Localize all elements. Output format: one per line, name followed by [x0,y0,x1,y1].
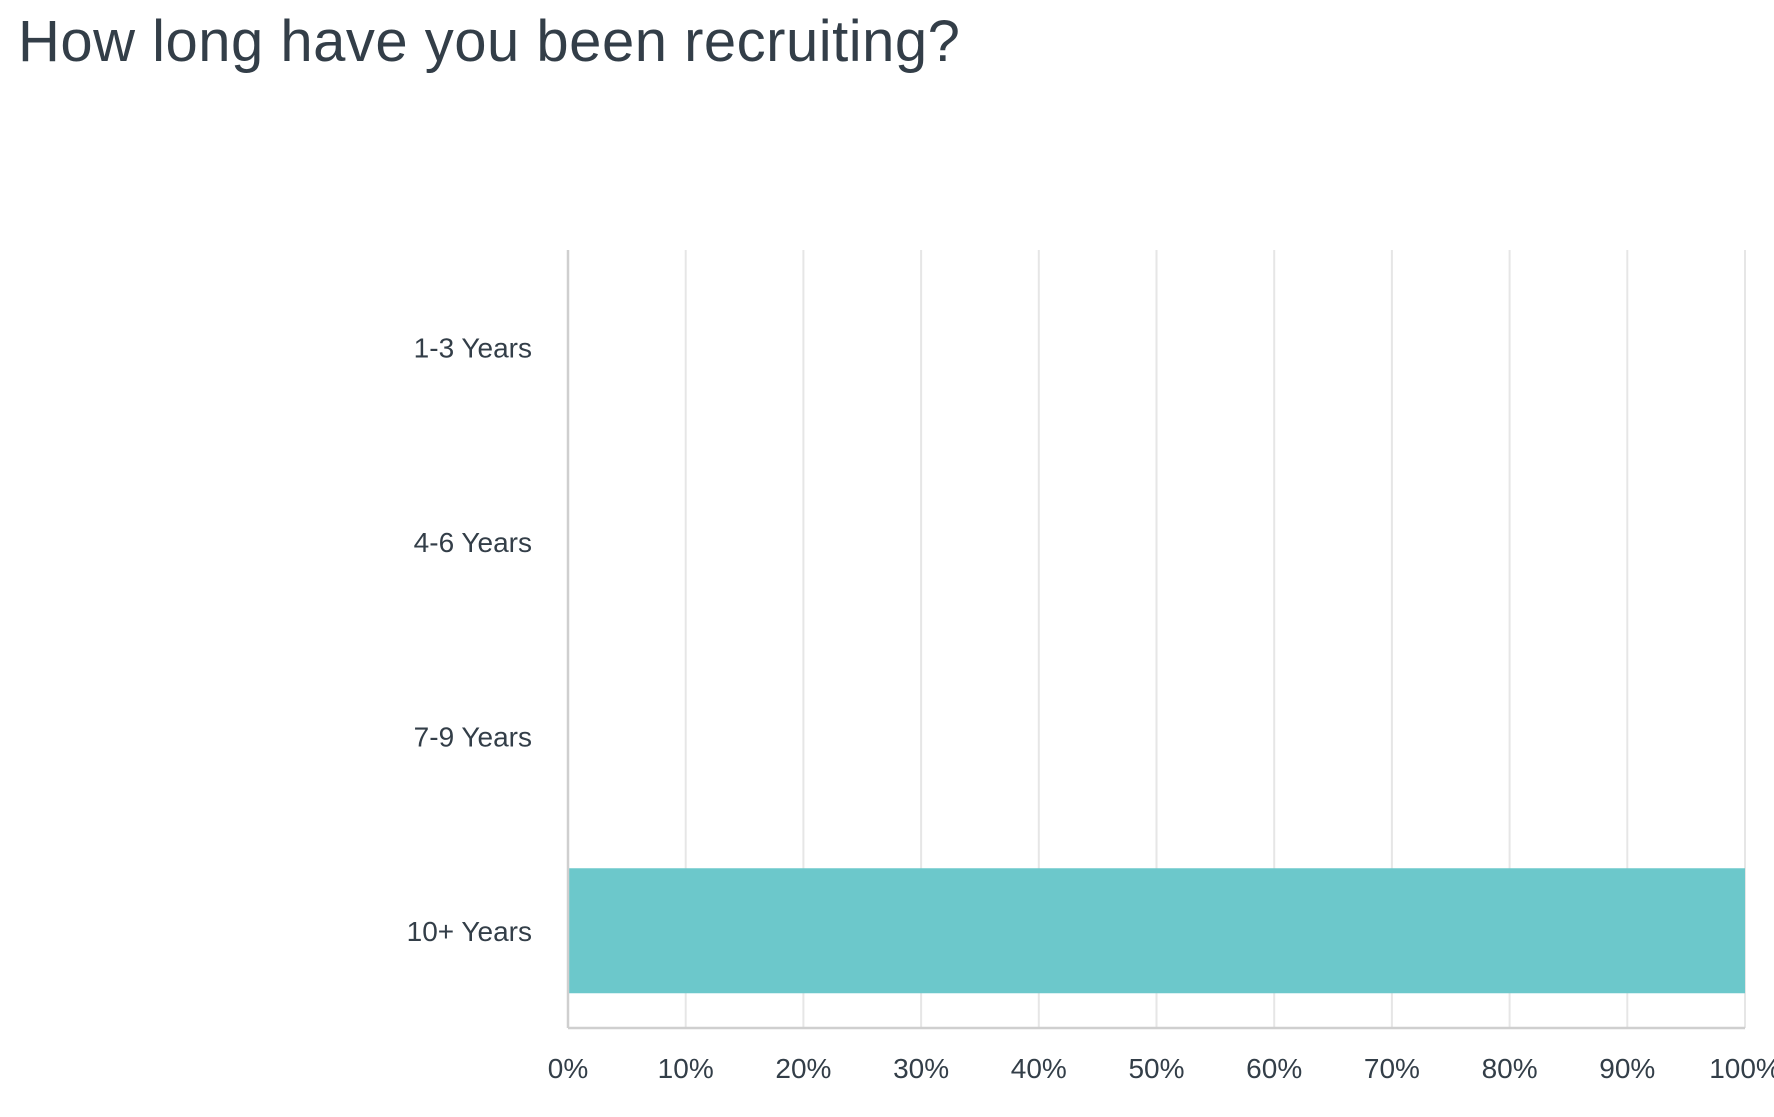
chart-title: How long have you been recruiting? [18,9,961,74]
category-label: 10+ Years [407,916,532,947]
x-tick-label: 30% [893,1053,949,1084]
x-tick-label: 70% [1364,1053,1420,1084]
x-tick-label: 60% [1246,1053,1302,1084]
x-tick-label: 80% [1482,1053,1538,1084]
x-tick-label: 90% [1599,1053,1655,1084]
x-tick-label: 0% [548,1053,588,1084]
category-labels: 1-3 Years 4-6 Years 7-9 Years 10+ Years [407,332,532,947]
category-label: 1-3 Years [414,332,532,363]
category-label: 7-9 Years [414,721,532,752]
x-tick-label: 100% [1709,1053,1774,1084]
bars [569,868,1745,994]
bar-10-years[interactable] [569,868,1745,994]
x-tick-labels: 0% 10% 20% 30% 40% 50% 60% 70% 80% 90% 100% [548,1053,1774,1084]
x-tick-label: 10% [658,1053,714,1084]
x-tick-label: 20% [775,1053,831,1084]
axes [566,250,1745,1030]
x-tick-label: 50% [1128,1053,1184,1084]
category-label: 4-6 Years [414,527,532,558]
x-tick-label: 40% [1011,1053,1067,1084]
